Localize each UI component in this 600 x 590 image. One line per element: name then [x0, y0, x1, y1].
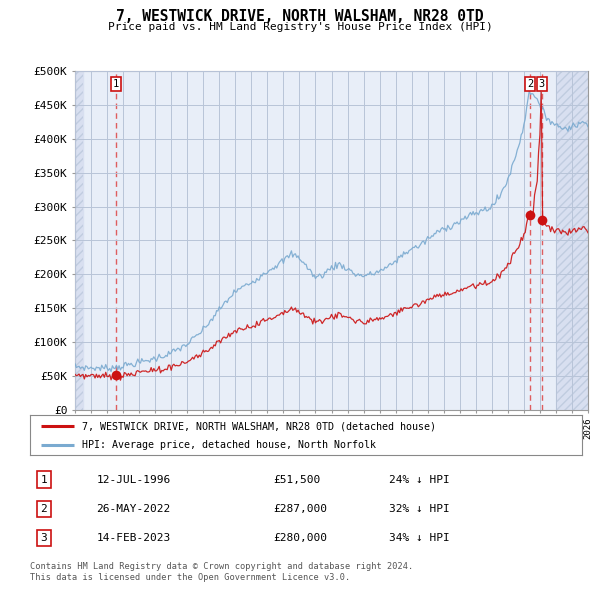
- Text: 1: 1: [40, 475, 47, 484]
- Text: 2: 2: [527, 80, 533, 89]
- Text: £280,000: £280,000: [273, 533, 327, 543]
- Text: 2: 2: [40, 504, 47, 514]
- Text: 7, WESTWICK DRIVE, NORTH WALSHAM, NR28 0TD: 7, WESTWICK DRIVE, NORTH WALSHAM, NR28 0…: [116, 9, 484, 24]
- Text: 1: 1: [113, 80, 119, 89]
- Text: Price paid vs. HM Land Registry's House Price Index (HPI): Price paid vs. HM Land Registry's House …: [107, 22, 493, 32]
- Text: 3: 3: [40, 533, 47, 543]
- Text: £51,500: £51,500: [273, 475, 320, 484]
- Text: 3: 3: [539, 80, 545, 89]
- Text: 24% ↓ HPI: 24% ↓ HPI: [389, 475, 449, 484]
- Text: £287,000: £287,000: [273, 504, 327, 514]
- Text: 32% ↓ HPI: 32% ↓ HPI: [389, 504, 449, 514]
- Text: 34% ↓ HPI: 34% ↓ HPI: [389, 533, 449, 543]
- Text: 14-FEB-2023: 14-FEB-2023: [96, 533, 170, 543]
- Text: 7, WESTWICK DRIVE, NORTH WALSHAM, NR28 0TD (detached house): 7, WESTWICK DRIVE, NORTH WALSHAM, NR28 0…: [82, 421, 436, 431]
- Text: HPI: Average price, detached house, North Norfolk: HPI: Average price, detached house, Nort…: [82, 440, 376, 450]
- Text: 26-MAY-2022: 26-MAY-2022: [96, 504, 170, 514]
- Text: This data is licensed under the Open Government Licence v3.0.: This data is licensed under the Open Gov…: [30, 573, 350, 582]
- Text: 12-JUL-1996: 12-JUL-1996: [96, 475, 170, 484]
- Text: Contains HM Land Registry data © Crown copyright and database right 2024.: Contains HM Land Registry data © Crown c…: [30, 562, 413, 571]
